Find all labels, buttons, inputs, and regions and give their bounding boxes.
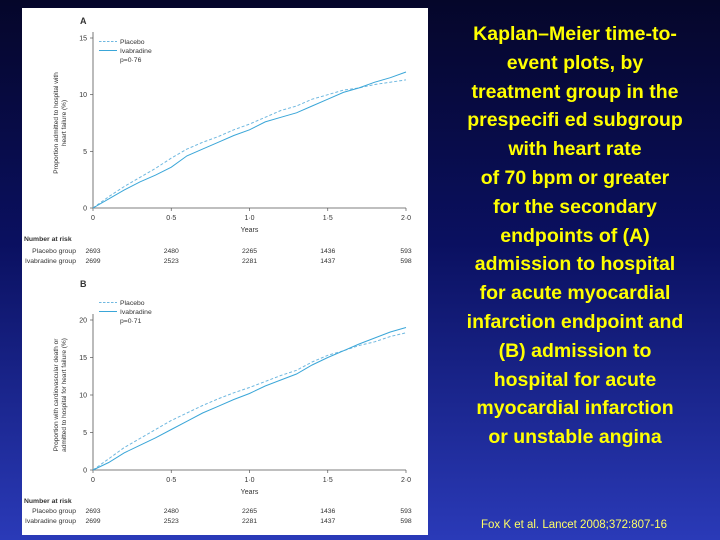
risk-table-value: 1437 xyxy=(320,518,335,525)
y-axis-label: Proportion with cardiovascular death ora… xyxy=(53,338,68,452)
risk-table-value: 2480 xyxy=(164,248,179,255)
ivabradine-series-line xyxy=(92,71,407,209)
x-tick-label: 0·5 xyxy=(166,477,176,484)
risk-table-value: 2265 xyxy=(242,248,257,255)
x-tick-label: 0 xyxy=(91,215,95,222)
risk-table-value: 598 xyxy=(400,258,412,265)
risk-table-value: 593 xyxy=(400,248,412,255)
risk-table-value: 2265 xyxy=(242,508,257,515)
placebo-series-line xyxy=(92,332,407,471)
x-tick-label: 2·0 xyxy=(401,215,411,222)
y-tick-label: 15 xyxy=(79,355,87,362)
ivabradine-series-line xyxy=(92,327,407,471)
risk-table-value: 2523 xyxy=(164,518,179,525)
figure-panel: A 0 5 10 15 0 0·5 1·0 1·5 2·0 Years Proportion admi… xyxy=(22,8,428,535)
risk-table-value: 2281 xyxy=(242,518,257,525)
risk-table-value: 2480 xyxy=(164,508,179,515)
x-tick-label: 1·5 xyxy=(323,477,333,484)
panel-label: A xyxy=(80,16,87,26)
citation: Fox K et al. Lancet 2008;372:807-16 xyxy=(480,519,668,531)
y-tick-label: 10 xyxy=(79,92,87,99)
risk-table-value: 2281 xyxy=(242,258,257,265)
risk-table-header: Number at risk xyxy=(24,498,72,505)
y-axis-label: Proportion admitted to hospital withhear… xyxy=(53,72,68,174)
x-tick-label: 1·0 xyxy=(244,215,254,222)
x-tick-label: 0 xyxy=(91,477,95,484)
y-tick-label: 20 xyxy=(79,318,87,325)
risk-table-value: 2699 xyxy=(85,258,100,265)
risk-table-value: 2523 xyxy=(164,258,179,265)
risk-table-value: 598 xyxy=(400,518,412,525)
legend-label: Placebo xyxy=(120,39,145,46)
y-tick-label: 0 xyxy=(83,468,87,475)
risk-table-value: 1436 xyxy=(320,248,335,255)
risk-table-header: Number at risk xyxy=(24,236,72,243)
x-tick-label: 0·5 xyxy=(166,215,176,222)
risk-table-value: 593 xyxy=(400,508,412,515)
y-tick-label: 10 xyxy=(79,393,87,400)
risk-table-value: 2693 xyxy=(85,508,100,515)
kaplan-meier-figure: A 0 5 10 15 0 0·5 1·0 1·5 2·0 Years Proportion admi… xyxy=(24,16,412,525)
x-axis-label: Years xyxy=(241,227,259,234)
panel-label: B xyxy=(80,279,87,289)
legend-label: Ivabradine xyxy=(120,309,152,316)
x-tick-label: 1·5 xyxy=(323,215,333,222)
risk-table-value: 2699 xyxy=(85,518,100,525)
risk-table-group: Ivabradine group xyxy=(25,518,76,525)
legend-label: Placebo xyxy=(120,300,145,307)
risk-table-value: 1437 xyxy=(320,258,335,265)
x-tick-label: 2·0 xyxy=(401,477,411,484)
y-tick-label: 15 xyxy=(79,36,87,43)
p-value: p=0·71 xyxy=(120,318,142,325)
risk-table-group: Placebo group xyxy=(32,508,76,515)
risk-table-value: 1436 xyxy=(320,508,335,515)
x-axis-label: Years xyxy=(241,489,259,496)
placebo-series-line xyxy=(92,79,407,209)
y-tick-label: 0 xyxy=(83,206,87,213)
y-tick-label: 5 xyxy=(83,430,87,437)
x-tick-label: 1·0 xyxy=(244,477,254,484)
risk-table-group: Placebo group xyxy=(32,248,76,255)
y-tick-label: 5 xyxy=(83,149,87,156)
legend-label: Ivabradine xyxy=(120,48,152,55)
risk-table-value: 2693 xyxy=(85,248,100,255)
slide-title: Kaplan–Meier time-to- event plots, by tr… xyxy=(466,23,684,449)
p-value: p=0·76 xyxy=(120,57,142,64)
risk-table-group: Ivabradine group xyxy=(25,258,76,265)
